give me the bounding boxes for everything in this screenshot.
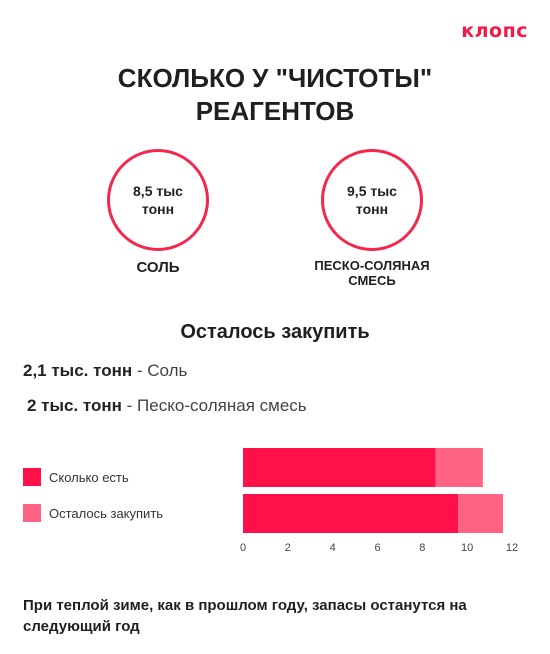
mix-remaining-label: - Песко-соляная смесь <box>121 396 307 415</box>
salt-stock-circle: 8,5 тыс тонн <box>107 149 209 251</box>
title-line-1: СКОЛЬКО У "ЧИСТОТЫ" <box>117 63 433 93</box>
stock-bar-chart: 0 2 4 6 8 10 12 <box>240 448 518 554</box>
x-tick-label: 0 <box>240 542 246 554</box>
footer-note: При теплой зиме, как в прошлом году, зап… <box>23 597 467 635</box>
salt-stock-value: 8,5 тыс <box>133 183 183 199</box>
mix-remaining-line: 2 тыс. тонн - Песко-соляная смесь <box>27 396 307 416</box>
legend-need: Осталось закупить <box>23 504 163 522</box>
x-tick-label: 2 <box>285 542 291 554</box>
x-tick-label: 4 <box>330 542 336 554</box>
salt-remaining-amount: 2,1 тыс. тонн <box>23 361 133 380</box>
x-tick-label: 6 <box>374 542 380 554</box>
bar-have-0 <box>243 448 436 487</box>
x-tick-label: 10 <box>461 542 473 554</box>
x-tick-label: 12 <box>506 542 518 554</box>
mix-stock-unit: тонн <box>355 201 389 217</box>
legend-have-label: Сколько есть <box>49 469 129 485</box>
bar-have-1 <box>243 494 459 533</box>
mix-label: ПЕСКО-СОЛЯНАЯ СМЕСЬ <box>314 258 430 288</box>
legend-need-label: Осталось закупить <box>49 505 164 521</box>
salt-remaining-label: - Соль <box>132 361 188 380</box>
legend-have-swatch <box>23 468 41 486</box>
x-tick-label: 8 <box>419 542 425 554</box>
mix-stock-circle: 9,5 тыс тонн <box>321 149 423 251</box>
mix-remaining-amount: 2 тыс. тонн <box>27 396 122 415</box>
title-line-2: РЕАГЕНТОВ <box>195 96 355 126</box>
bar-need-1 <box>458 494 504 533</box>
salt-label: СОЛЬ <box>136 259 180 276</box>
bar-need-0 <box>435 448 483 487</box>
klops-logo[interactable]: клопс <box>461 20 528 42</box>
legend-have: Сколько есть <box>23 468 129 486</box>
remaining-title: Осталось закупить <box>180 321 370 343</box>
salt-remaining-line: 2,1 тыс. тонн - Соль <box>23 361 187 381</box>
salt-stock-unit: тонн <box>141 201 175 217</box>
page-title: СКОЛЬКО У "ЧИСТОТЫ" РЕАГЕНТОВ <box>0 62 550 128</box>
legend-need-swatch <box>23 504 41 522</box>
mix-stock-value: 9,5 тыс <box>347 183 397 199</box>
